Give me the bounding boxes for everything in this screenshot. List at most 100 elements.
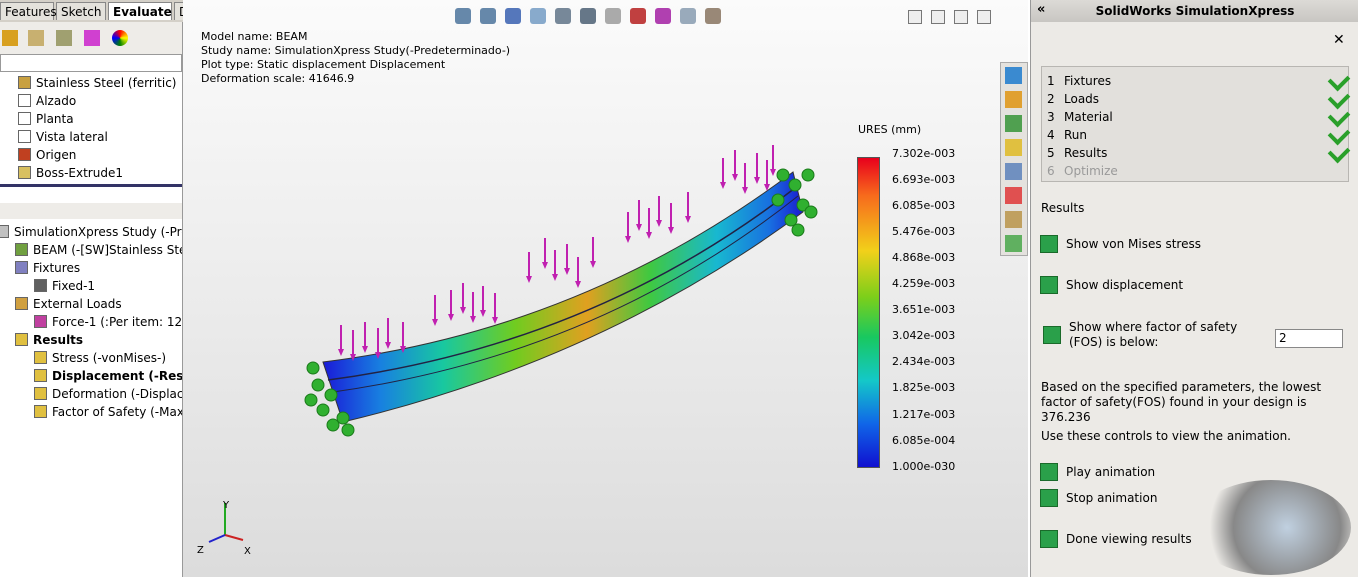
fixture xyxy=(776,168,790,182)
view-tool[interactable] xyxy=(705,8,721,24)
task-tab[interactable] xyxy=(1005,91,1022,108)
load-arrow xyxy=(460,307,466,314)
view-tool[interactable] xyxy=(655,8,671,24)
fixture xyxy=(311,378,325,392)
tree-item[interactable]: Fixed-1 xyxy=(52,279,96,293)
fos-input[interactable]: 2 xyxy=(1275,329,1343,348)
displacement-link[interactable]: Show displacement xyxy=(1066,278,1184,292)
window-button[interactable] xyxy=(977,10,991,24)
beam-edge xyxy=(332,195,799,393)
tree-item[interactable]: Fixtures xyxy=(33,261,81,275)
window-button[interactable] xyxy=(908,10,922,24)
fos-link[interactable]: Show where factor of safety (FOS) is bel… xyxy=(1069,320,1238,349)
tree-icon xyxy=(18,166,31,179)
step-label[interactable]: Fixtures xyxy=(1064,74,1112,88)
legend-label: 6.085e-004 xyxy=(892,433,956,447)
icon[interactable] xyxy=(56,30,72,46)
icon[interactable] xyxy=(2,30,18,46)
tree-item[interactable]: External Loads xyxy=(33,297,122,311)
model-view xyxy=(208,145,818,543)
load-arrow xyxy=(338,349,344,356)
collapse-button[interactable]: « xyxy=(1037,2,1046,17)
fos-button[interactable] xyxy=(1043,326,1061,344)
done-link[interactable]: Done viewing results xyxy=(1066,532,1192,546)
task-tab[interactable] xyxy=(1005,67,1022,84)
tree-item[interactable]: Force-1 (:Per item: 1200 N xyxy=(52,315,182,329)
steps-box: 1 Fixtures 2 Loads 3 Material 4 Run 5 Results 6 Opt… xyxy=(1041,66,1351,182)
legend-title: URES (mm) xyxy=(858,123,922,136)
view-tool[interactable] xyxy=(630,8,646,24)
step-label[interactable]: Results xyxy=(1064,146,1108,160)
von-mises-button[interactable] xyxy=(1040,235,1058,253)
filter[interactable] xyxy=(0,54,182,72)
tree-item[interactable]: BEAM (-[SW]Stainless Steel ( xyxy=(33,243,182,257)
stop-button[interactable] xyxy=(1040,489,1058,507)
results-heading: Results xyxy=(1041,201,1085,215)
task-tab[interactable] xyxy=(1005,163,1022,180)
tree-item[interactable]: Stress (-vonMises-) xyxy=(52,351,167,365)
icon[interactable] xyxy=(28,30,44,46)
tree-item[interactable]: Vista lateral xyxy=(36,130,108,144)
step-label[interactable]: Material xyxy=(1064,110,1113,124)
tree-item[interactable]: Stainless Steel (ferritic) xyxy=(36,76,177,90)
window-button[interactable] xyxy=(954,10,968,24)
step-label[interactable]: Optimize xyxy=(1064,164,1118,178)
tree-item[interactable]: Planta xyxy=(36,112,74,126)
play-link[interactable]: Play animation xyxy=(1066,465,1156,479)
load-arrow xyxy=(400,346,406,353)
task-tab[interactable] xyxy=(1005,139,1022,156)
step-check xyxy=(1327,140,1351,164)
legend-label: 1.000e-030 xyxy=(892,459,956,473)
task-tab[interactable] xyxy=(1005,115,1022,132)
load-arrow xyxy=(552,274,558,281)
view-toolbar xyxy=(455,8,755,26)
tab[interactable]: Sketch xyxy=(56,2,106,20)
view-tool[interactable] xyxy=(555,8,571,24)
window-button[interactable] xyxy=(931,10,945,24)
task-tab[interactable] xyxy=(1005,235,1022,252)
tree-item[interactable]: Alzado xyxy=(36,94,77,108)
play-button[interactable] xyxy=(1040,463,1058,481)
tab[interactable]: Evaluate xyxy=(108,2,172,20)
task-tab[interactable] xyxy=(1005,211,1022,228)
tree-icon xyxy=(34,369,47,382)
step-label[interactable]: Loads xyxy=(1064,92,1100,106)
task-tab[interactable] xyxy=(1005,187,1022,204)
tree-item[interactable]: Displacement (-Res disp xyxy=(52,369,182,383)
tree-item[interactable]: Deformation (-Displacen xyxy=(52,387,182,401)
view-tool[interactable] xyxy=(580,8,596,24)
view-tool[interactable] xyxy=(530,8,546,24)
feature-manager: Stainless Steel (ferritic) Alzado Planta Vi… xyxy=(0,22,183,577)
feature-tree: Stainless Steel (ferritic) Alzado Planta Vi… xyxy=(0,74,182,184)
tree-item[interactable]: SimulationXpress Study (-Predete xyxy=(14,225,182,239)
load-arrow xyxy=(656,220,662,227)
tree-item[interactable]: Results xyxy=(33,333,84,347)
step-label[interactable]: Run xyxy=(1064,128,1088,142)
load-arrow xyxy=(685,216,691,223)
icon[interactable] xyxy=(112,30,128,46)
tree-icon xyxy=(34,387,47,400)
view-tool[interactable] xyxy=(680,8,696,24)
view-tool[interactable] xyxy=(605,8,621,24)
view-tool[interactable] xyxy=(480,8,496,24)
divider xyxy=(0,184,182,187)
load-arrow xyxy=(625,236,631,243)
tab[interactable]: Features xyxy=(0,2,57,20)
von-mises-link[interactable]: Show von Mises stress xyxy=(1066,237,1201,251)
tree-item[interactable]: Origen xyxy=(36,148,77,162)
tree-item[interactable]: Factor of Safety (-Max vo xyxy=(52,405,182,419)
view-tool[interactable] xyxy=(505,8,521,24)
done-button[interactable] xyxy=(1040,530,1058,548)
load-arrow xyxy=(480,310,486,317)
load-arrow xyxy=(754,177,760,184)
legend-label: 5.476e-003 xyxy=(892,225,956,239)
displacement-button[interactable] xyxy=(1040,276,1058,294)
beam-edge xyxy=(327,187,796,381)
close-button[interactable]: ✕ xyxy=(1333,32,1345,48)
view-tool[interactable] xyxy=(455,8,471,24)
icon[interactable] xyxy=(84,30,100,46)
fixture xyxy=(326,418,340,432)
stop-link[interactable]: Stop animation xyxy=(1066,491,1158,505)
filter[interactable] xyxy=(0,203,182,219)
tree-item[interactable]: Boss-Extrude1 xyxy=(36,166,123,180)
